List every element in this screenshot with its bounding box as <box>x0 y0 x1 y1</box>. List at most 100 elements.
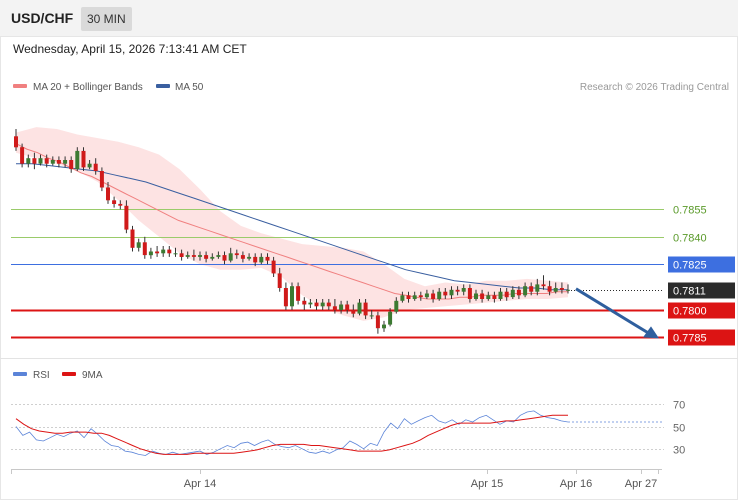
candle-body <box>541 284 546 287</box>
candle-body <box>431 293 436 299</box>
candle-body <box>222 255 227 261</box>
candle-43 <box>277 267 282 292</box>
candle-61 <box>388 308 393 327</box>
bollinger-fill <box>16 127 568 321</box>
candle-body <box>14 136 18 148</box>
candle-body <box>492 295 497 299</box>
candle-75 <box>474 289 478 301</box>
candle-body <box>38 158 43 164</box>
candle-69 <box>437 288 442 301</box>
candle-body <box>63 160 68 164</box>
timestamp: Wednesday, April 15, 2026 7:13:41 AM CET <box>13 42 247 56</box>
candle-77 <box>486 291 491 301</box>
candle-65 <box>412 291 417 301</box>
candle-body <box>308 302 313 305</box>
candle-64 <box>406 291 411 303</box>
candle-body <box>504 291 509 298</box>
candle-body <box>424 293 429 298</box>
level-label-0: 0.7855 <box>673 205 707 217</box>
candle-body <box>32 158 37 164</box>
candle-27 <box>179 249 184 261</box>
candle-body <box>106 187 110 201</box>
candle-25 <box>167 246 172 257</box>
candle-body <box>112 200 117 204</box>
rsi-ma-legend-label: 9MA <box>82 370 103 381</box>
level-label-1: 0.7840 <box>673 233 707 245</box>
candle-body <box>529 286 534 292</box>
candle-body <box>351 310 356 314</box>
timeframe-button[interactable]: 30 MIN <box>81 7 132 31</box>
candle-body <box>443 291 448 296</box>
candle-57 <box>363 299 368 320</box>
candle-45 <box>290 282 294 310</box>
candle-13 <box>93 158 98 175</box>
candle-body <box>20 147 25 164</box>
candle-body <box>216 255 221 257</box>
candle-15 <box>106 182 110 204</box>
candle-74 <box>467 284 472 303</box>
header-bar: USD/CHF 30 MIN <box>0 0 738 36</box>
candle-body <box>467 288 472 299</box>
candle-24 <box>161 246 166 257</box>
candlesticks <box>14 129 570 334</box>
candle-body <box>81 150 86 168</box>
candle-44 <box>283 282 288 310</box>
price-level-labels: 0.7855 0.7840 0.7825 0.7811 0.7800 0.7785 <box>668 205 735 346</box>
candle-body <box>240 255 245 259</box>
candle-36 <box>234 249 239 259</box>
candle-86 <box>541 275 546 290</box>
candle-body <box>437 291 442 299</box>
rsi-legend-label: RSI <box>33 370 50 381</box>
candle-52 <box>332 299 337 314</box>
candle-63 <box>400 291 405 303</box>
candle-31 <box>204 251 209 263</box>
time-label-2: Apr 16 <box>560 478 592 490</box>
candle-72 <box>455 286 460 296</box>
candle-body <box>400 295 405 301</box>
candle-59 <box>375 311 380 334</box>
candle-body <box>155 251 160 254</box>
candle-55 <box>351 304 356 318</box>
candle-49 <box>314 299 319 310</box>
rsi-tick-30: 30 <box>673 445 685 457</box>
candle-body <box>339 304 344 310</box>
ma50-line <box>16 163 568 291</box>
candle-67 <box>424 289 429 299</box>
level-label-box-3 <box>668 282 735 299</box>
candle-87 <box>547 280 552 296</box>
candle-body <box>253 256 258 263</box>
level-label-box-2 <box>668 256 735 273</box>
level-label-2: 0.7825 <box>673 260 707 272</box>
candle-37 <box>240 251 245 263</box>
candle-body <box>394 300 399 312</box>
candle-7 <box>56 156 61 168</box>
candle-51 <box>326 299 331 310</box>
candle-85 <box>535 278 540 296</box>
candle-17 <box>118 200 123 210</box>
candle-70 <box>443 288 448 299</box>
level-label-5: 0.7785 <box>673 333 707 345</box>
candle-71 <box>449 286 454 299</box>
candle-14 <box>99 167 104 192</box>
candle-40 <box>259 253 264 265</box>
level-label-3: 0.7811 <box>673 286 706 298</box>
candle-body <box>56 160 61 164</box>
ma20-legend-swatch <box>13 84 27 88</box>
rsi-line <box>15 410 569 456</box>
candle-body <box>167 249 172 254</box>
candle-11 <box>81 147 86 171</box>
candle-body <box>69 160 74 170</box>
candle-42 <box>271 256 276 277</box>
candle-body <box>228 253 233 261</box>
candle-3 <box>32 152 37 170</box>
candle-body <box>75 150 80 170</box>
candle-body <box>480 293 485 299</box>
candle-body <box>357 302 362 314</box>
forecast-arrow <box>575 287 659 339</box>
candle-33 <box>216 251 221 259</box>
candle-body <box>406 295 411 299</box>
candle-body <box>314 302 319 307</box>
price-levels <box>11 209 664 339</box>
candle-26 <box>173 247 178 257</box>
